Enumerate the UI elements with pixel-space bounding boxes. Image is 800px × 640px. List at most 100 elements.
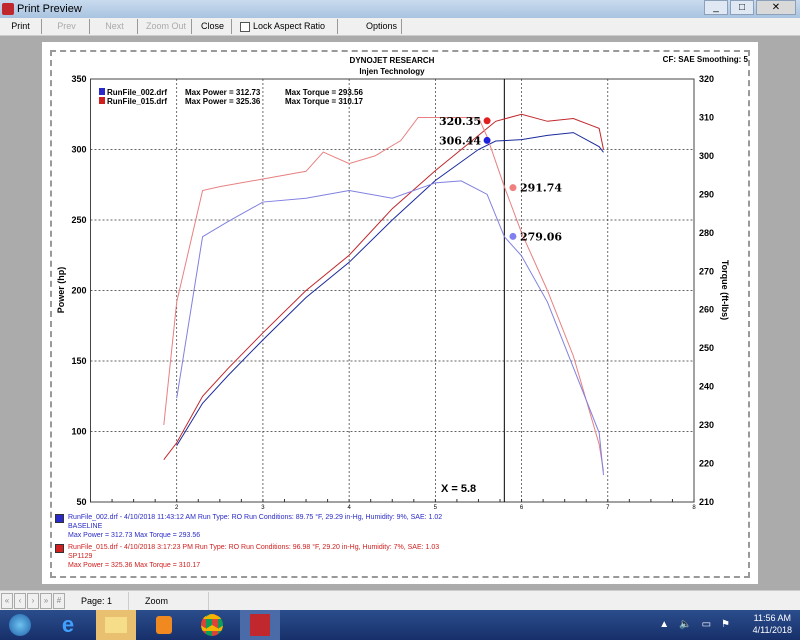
x-tick-label: 5	[434, 505, 438, 511]
y2-tick-label: 300	[699, 151, 714, 161]
options-button[interactable]: Options	[360, 19, 402, 34]
legend-file-1: RunFile_002.drf	[107, 88, 167, 97]
last-page-button[interactable]: »	[40, 592, 52, 609]
taskbar: e ▲ 🔈 ▭ ⚑ 11:56 AM 4/11/2018	[0, 610, 800, 640]
window-title: Print Preview	[17, 3, 82, 15]
y2-tick-label: 270	[699, 266, 714, 276]
goto-page-button[interactable]: #	[53, 592, 65, 609]
taskbar-media[interactable]	[144, 610, 184, 640]
clock-date: 4/11/2018	[752, 625, 792, 635]
marker-point	[483, 117, 491, 125]
run-detail-sp1129: RunFile_015.drf - 4/10/2018 3:17:23 PM R…	[55, 543, 442, 570]
volume-icon[interactable]: 🔈	[679, 619, 692, 630]
run-max: Max Power = 312.73 Max Torque = 293.56	[68, 532, 201, 539]
checkbox-icon[interactable]	[240, 21, 250, 32]
legend-power-2: Max Power = 325.36	[185, 97, 261, 106]
page-border	[50, 50, 750, 578]
series-torque-line	[176, 180, 604, 476]
zoom-out-button[interactable]: Zoom Out	[140, 19, 192, 34]
legend-swatch-blue	[99, 88, 105, 95]
marker-label: 279.06	[520, 230, 562, 243]
run-swatch-icon	[55, 514, 64, 523]
cursor-label: X = 5.8	[441, 483, 476, 495]
lock-aspect-label: Lock Aspect Ratio	[253, 21, 326, 31]
marker-label: 291.74	[520, 182, 562, 195]
start-button[interactable]	[0, 610, 40, 640]
prev-button[interactable]: Prev	[44, 19, 90, 34]
folder-icon	[105, 617, 127, 633]
legend-file-2: RunFile_015.drf	[107, 97, 167, 106]
x-tick-label: 8	[692, 505, 696, 511]
close-window-button[interactable]: ✕	[756, 0, 796, 15]
zoom-indicator[interactable]: Zoom	[129, 591, 210, 610]
next-button[interactable]: Next	[92, 19, 138, 34]
run-name: BASELINE	[68, 523, 103, 530]
marker-label: 320.35	[439, 115, 481, 128]
windows-start-icon	[9, 614, 31, 636]
lock-aspect-ratio-checkbox[interactable]: Lock Aspect Ratio	[234, 19, 338, 34]
chrome-icon	[201, 614, 223, 636]
y-tick-label: 150	[71, 356, 86, 366]
y-axis-label: Power (hp)	[56, 267, 66, 314]
toolbar: Print Prev Next Zoom Out Close Lock Aspe…	[0, 18, 800, 36]
cf-smoothing: CF: SAE Smoothing: 5	[663, 55, 749, 64]
y-tick-label: 50	[76, 497, 86, 507]
legend-torque-1: Max Torque = 293.56	[285, 88, 363, 97]
first-page-button[interactable]: «	[1, 592, 13, 609]
page-indicator: Page: 1	[65, 591, 130, 610]
legend-swatch-red	[99, 97, 105, 104]
x-tick-label: 7	[606, 505, 610, 511]
legend-torque-2: Max Torque = 310.17	[285, 97, 363, 106]
close-button[interactable]: Close	[194, 19, 232, 34]
taskbar-dynojet[interactable]	[240, 610, 280, 640]
run-max: Max Power = 325.36 Max Torque = 310.17	[68, 562, 201, 569]
taskbar-ie[interactable]: e	[48, 610, 88, 640]
dynojet-icon	[250, 614, 270, 636]
maximize-button[interactable]: □	[730, 0, 754, 15]
clock[interactable]: 11:56 AM 4/11/2018	[753, 612, 792, 636]
series-torque-line	[163, 116, 604, 472]
prev-page-button[interactable]: ‹	[14, 592, 26, 609]
run-info: RunFile_015.drf - 4/10/2018 3:17:23 PM R…	[68, 544, 440, 551]
legend-power-1: Max Power = 312.73	[185, 88, 261, 97]
y2-tick-label: 290	[699, 189, 714, 199]
network-icon[interactable]: ▭	[701, 619, 712, 630]
tray-arrow-icon[interactable]: ▲	[659, 619, 670, 630]
x-tick-label: 6	[520, 505, 524, 511]
y2-tick-label: 210	[699, 497, 714, 507]
series-power-line	[176, 132, 604, 446]
y2-tick-label: 320	[699, 74, 714, 84]
internet-explorer-icon: e	[61, 612, 75, 637]
print-button[interactable]: Print	[0, 19, 42, 34]
run-name: SP1129	[68, 553, 93, 560]
run-info: RunFile_002.drf - 4/10/2018 11:43:12 AM …	[68, 514, 443, 521]
y-tick-label: 300	[71, 145, 86, 155]
taskbar-chrome[interactable]	[192, 610, 232, 640]
y2-tick-label: 240	[699, 382, 714, 392]
print-page	[42, 42, 758, 584]
media-player-icon	[156, 616, 172, 634]
action-center-icon[interactable]: ⚑	[721, 619, 730, 630]
y2-tick-label: 310	[699, 112, 714, 122]
x-tick-label: 2	[175, 505, 179, 511]
y-tick-label: 200	[71, 286, 86, 296]
clock-time: 11:56 AM	[753, 613, 791, 623]
minimize-button[interactable]: _	[704, 0, 728, 15]
y-tick-label: 100	[71, 427, 86, 437]
marker-point	[509, 184, 517, 192]
title-bar: Print Preview _ □ ✕	[0, 0, 800, 18]
x-tick-label: 4	[347, 505, 351, 511]
series-power-line	[163, 113, 604, 461]
app-icon	[2, 3, 14, 15]
x-tick-label: 3	[261, 505, 265, 511]
y2-tick-label: 260	[699, 305, 714, 315]
y2-tick-label: 230	[699, 420, 714, 430]
y2-tick-label: 280	[699, 228, 714, 238]
next-page-button[interactable]: ›	[27, 592, 39, 609]
marker-label: 306.44	[439, 134, 481, 147]
y-tick-label: 350	[71, 74, 86, 84]
marker-point	[509, 232, 517, 240]
run-detail-baseline: RunFile_002.drf - 4/10/2018 11:43:12 AM …	[55, 513, 442, 540]
taskbar-explorer[interactable]	[96, 610, 136, 640]
